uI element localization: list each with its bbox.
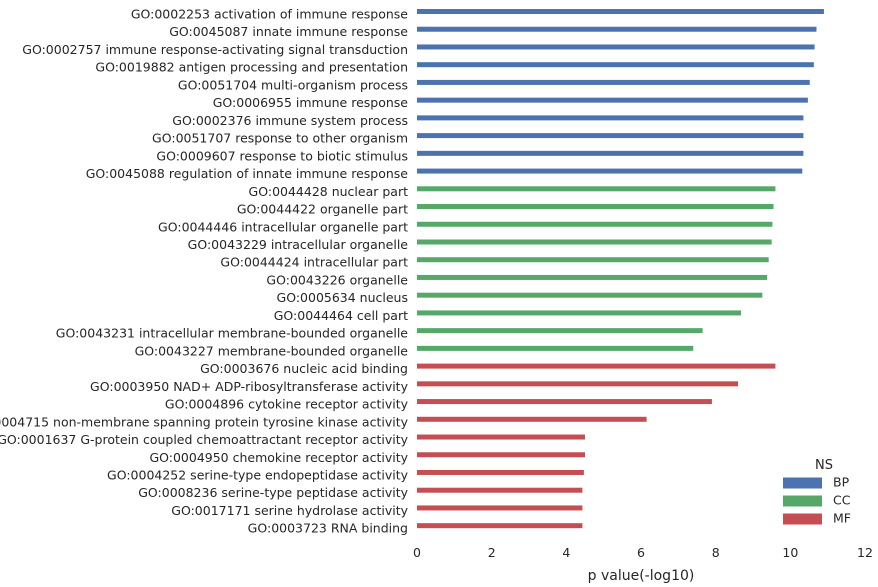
category-label: GO:0017171 serine hydrolase activity [171,503,408,518]
x-tick-label: 10 [782,545,798,560]
bar-mf [417,452,585,458]
bar-cc [417,221,773,227]
category-label: GO:0045087 innate immune response [169,24,408,39]
category-label: GO:0043226 organelle [266,272,408,287]
category-labels-group: GO:0002253 activation of immune response… [0,7,409,536]
category-label: GO:0004950 chemokine receptor activity [149,450,408,465]
category-label: GO:0045088 regulation of innate immune r… [86,166,409,181]
category-label: GO:0051707 response to other organism [152,131,408,146]
category-label: GO:0044424 intracellular part [220,255,408,270]
legend-swatch-bp [783,477,822,489]
bar-cc [417,328,703,334]
bar-mf [417,523,583,529]
x-tick-label: 12 [857,545,873,560]
bar-bp [417,79,810,85]
category-label: GO:0043229 intracellular organelle [188,237,409,252]
bar-cc [417,204,774,210]
bar-bp [417,62,814,68]
bar-cc [417,345,694,351]
bar-bp [417,168,803,174]
x-tick-label: 8 [712,545,720,560]
bar-mf [417,487,583,493]
legend: NS BP CC MF [783,458,851,526]
legend-title: NS [815,458,833,473]
bar-mf [417,399,712,405]
bar-bp [417,150,804,156]
x-axis-ticks-group: 0 2 4 6 8 10 12 [413,545,873,560]
category-label: GO:0005634 nucleus [277,290,408,305]
bar-mf [417,381,739,387]
category-label: GO:0003950 NAD+ ADP-ribosyltransferase a… [90,379,409,394]
legend-label-bp: BP [833,475,850,490]
bars-group [417,9,824,529]
bar-mf [417,469,584,475]
category-label: GO:0019882 antigen processing and presen… [95,60,408,75]
bar-bp [417,26,817,32]
category-label: GO:0002376 immune system process [172,113,408,128]
bar-mf [417,416,647,422]
category-label: GO:0006955 immune response [213,95,409,110]
bar-cc [417,292,763,298]
legend-entries: BP CC MF [783,475,851,526]
category-label: GO:0008236 serine-type peptidase activit… [138,485,408,500]
category-label: GO:0044464 cell part [274,308,408,323]
bar-mf [417,434,585,440]
category-label: GO:0004896 cytokine receptor activity [165,397,409,412]
bar-mf [417,363,776,369]
bar-bp [417,9,824,14]
category-label: GO:0003723 RNA binding [248,521,408,536]
category-label: GO:0002253 activation of immune response [131,7,408,22]
category-label: GO:0002757 immune response-activating si… [22,42,408,57]
legend-swatch-cc [783,495,822,507]
bar-cc [417,310,742,316]
category-label: GO:0051704 multi-organism process [178,77,408,92]
x-tick-label: 2 [488,545,496,560]
legend-swatch-mf [783,513,822,525]
legend-label-cc: CC [833,493,851,508]
category-label: GO:0044446 intracellular organelle part [158,219,408,234]
category-label: GO:0043231 intracellular membrane-bounde… [56,326,409,341]
x-tick-label: 4 [562,545,570,560]
x-tick-label: 6 [637,545,645,560]
bar-bp [417,44,815,50]
bar-bp [417,133,804,139]
legend-label-mf: MF [833,511,851,526]
category-label: GO:0001637 G-protein coupled chemoattrac… [0,432,409,447]
bar-cc [417,257,769,263]
category-label: GO:0044422 organelle part [237,202,408,217]
category-label: GO:0004715 non-membrane spanning protein… [0,414,409,429]
category-label: GO:0043227 membrane-bounded organelle [135,343,409,358]
category-label: GO:0044428 nuclear part [249,184,409,199]
category-label: GO:0003676 nucleic acid binding [200,361,408,376]
bar-mf [417,505,583,511]
bar-cc [417,186,776,192]
bar-bp [417,115,804,121]
bar-cc [417,239,772,245]
bar-cc [417,274,768,280]
x-axis-label: p value(-log10) [588,568,695,584]
bar-bp [417,97,808,103]
x-tick-label: 0 [413,545,421,560]
category-label: GO:0009607 response to biotic stimulus [156,148,408,163]
category-label: GO:0004252 serine-type endopeptidase act… [107,467,409,482]
